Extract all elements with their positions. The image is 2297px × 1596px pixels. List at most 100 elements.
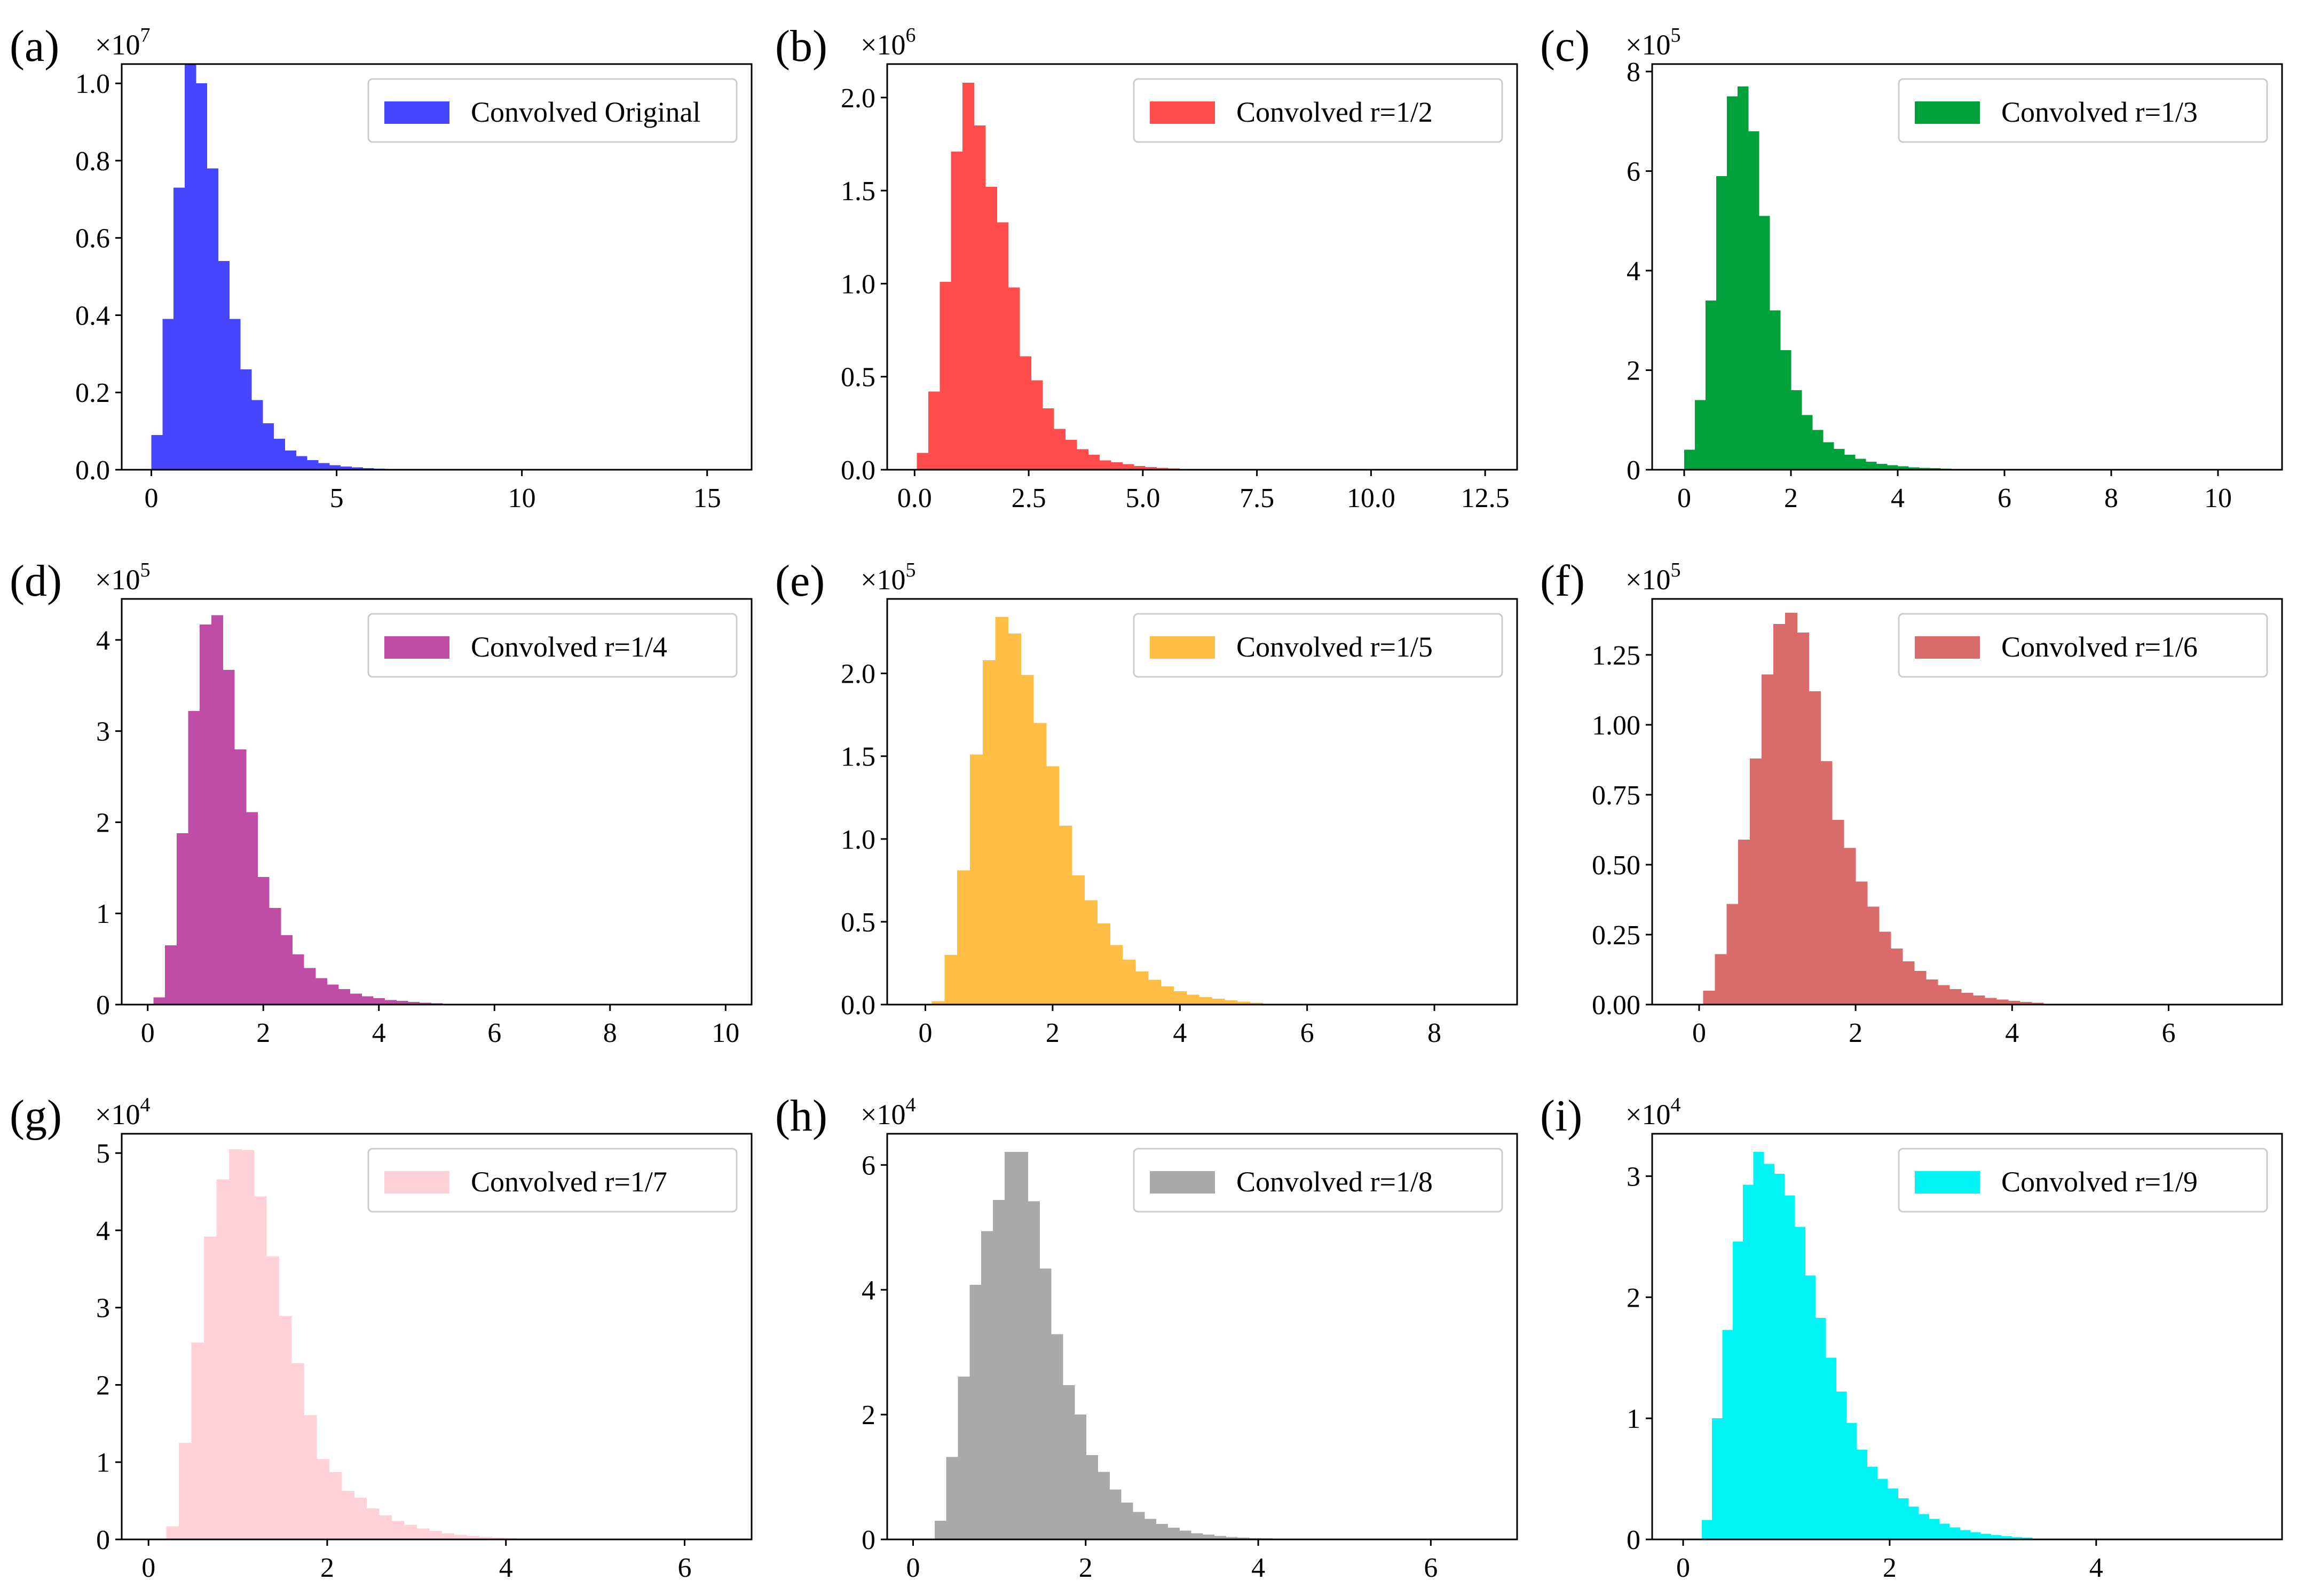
- histogram-bar: [1825, 1357, 1836, 1539]
- histogram-bar: [211, 615, 224, 1005]
- histogram-bar: [1031, 380, 1043, 470]
- histogram-bar: [1960, 1530, 1971, 1539]
- x-tick-label: 4: [499, 1553, 513, 1583]
- histogram-bar: [1199, 997, 1212, 1005]
- histogram-bar: [240, 369, 252, 470]
- histogram-bar: [1110, 462, 1123, 470]
- x-tick-label: 4: [372, 1018, 386, 1048]
- histogram-bar: [1211, 999, 1225, 1005]
- histogram-bar: [1820, 761, 1833, 1005]
- axes-frame: [121, 1133, 753, 1540]
- x-tick-label: 8: [1427, 1018, 1441, 1048]
- y-tick-label: 2: [96, 808, 110, 838]
- histogram-bar: [1156, 1523, 1168, 1539]
- histogram-bar: [957, 870, 970, 1005]
- y-tick-label: 2: [862, 1400, 875, 1431]
- histogram-bar: [1961, 992, 1974, 1005]
- legend-box: [367, 78, 738, 143]
- x-tick-label: 6: [1300, 1018, 1314, 1048]
- histogram-bar: [216, 1179, 230, 1539]
- legend: Convolved r=1/6: [1898, 613, 2268, 678]
- histogram-bar: [2019, 1001, 2032, 1005]
- y-tick-label: 0.75: [1592, 780, 1640, 811]
- histogram-bar: [307, 460, 319, 470]
- y-tick-label: 0.5: [841, 907, 875, 938]
- histogram-bar: [246, 812, 258, 1005]
- x-tick-label: 2: [1849, 1018, 1862, 1048]
- histogram-bar: [441, 1533, 455, 1539]
- x-tick-label: 0: [141, 1553, 155, 1583]
- x-tick-label: 0: [141, 1018, 155, 1048]
- histogram-bar: [1774, 1173, 1785, 1539]
- histogram-bar: [1109, 1489, 1122, 1539]
- x-tick-label: 6: [487, 1018, 501, 1048]
- histogram-bar: [1919, 1514, 1930, 1539]
- histogram-bar: [1042, 408, 1054, 470]
- histogram-bar: [958, 1376, 970, 1539]
- histogram-bar: [467, 1536, 480, 1539]
- panel-label: (e): [775, 556, 825, 606]
- histogram-bar: [1846, 1423, 1857, 1539]
- y-tick-label: 1.25: [1592, 641, 1640, 671]
- histogram-bar: [266, 1257, 280, 1539]
- histogram-bar: [1148, 979, 1162, 1005]
- histogram-bar: [1156, 468, 1169, 470]
- histogram-bar: [1898, 466, 1909, 470]
- histogram-bar: [1097, 923, 1110, 1005]
- histogram-bar: [1190, 1533, 1203, 1539]
- histogram-bar: [934, 1520, 947, 1539]
- legend-label: Convolved r=1/7: [471, 1166, 667, 1198]
- x-tick-label: 8: [2104, 483, 2118, 513]
- histogram-bar: [1991, 1535, 2002, 1539]
- legend-box: [1898, 613, 2268, 678]
- axes-frame: [886, 63, 1518, 471]
- y-tick-label: 0.25: [1592, 920, 1640, 951]
- histogram-bar: [1065, 440, 1077, 470]
- axis-multiplier: ×105: [1625, 559, 1680, 596]
- histogram-bar: [316, 1459, 329, 1539]
- legend: Convolved r=1/9: [1898, 1148, 2268, 1213]
- y-tick-label: 6: [862, 1150, 875, 1181]
- histogram-bar: [1706, 300, 1717, 470]
- histogram-bar: [1088, 455, 1100, 470]
- histogram-bar: [1062, 1385, 1075, 1539]
- histogram-bar: [185, 64, 196, 470]
- histogram-bar: [1748, 131, 1759, 470]
- panel-e: 0 2 4 6 8 0.0 0.5 1.0 1.5 2.0 (e) ×105 Convolved r=1…: [775, 556, 1518, 1048]
- y-tick-label: 0.4: [75, 301, 110, 331]
- histogram-bar: [1039, 1268, 1052, 1539]
- x-tick-label: 4: [2089, 1553, 2103, 1583]
- histogram-bar: [1996, 999, 2009, 1005]
- legend-box: [1898, 78, 2268, 143]
- histogram-bar: [2022, 1537, 2033, 1539]
- axis-multiplier: ×106: [861, 24, 915, 61]
- histogram-bar: [1167, 1527, 1180, 1539]
- x-tick-label: 4: [2005, 1018, 2019, 1048]
- histogram-bar: [1135, 971, 1149, 1005]
- x-tick-label: 4: [1891, 483, 1905, 513]
- legend-label: Convolved r=1/2: [1236, 96, 1433, 128]
- histogram-bar: [1759, 216, 1770, 470]
- histogram-bar: [1071, 875, 1085, 1005]
- panel-label: (a): [10, 21, 59, 71]
- x-tick-label: 5.0: [1125, 483, 1160, 513]
- y-tick-label: 0.5: [841, 362, 875, 393]
- histogram-bar: [391, 1521, 405, 1539]
- histogram-bar: [479, 1536, 492, 1539]
- histogram-bar: [1008, 634, 1021, 1005]
- histogram-bar: [166, 1526, 179, 1539]
- histogram-bar: [1121, 1503, 1133, 1539]
- axes-frame: [121, 63, 753, 471]
- histogram-bar: [1098, 1472, 1110, 1539]
- x-tick-label: 2: [1883, 1553, 1897, 1583]
- legend-box: [1133, 613, 1503, 678]
- histogram-bar: [454, 1535, 467, 1539]
- histogram-bar: [1857, 1450, 1867, 1539]
- histogram-bar: [1844, 455, 1856, 470]
- histogram-bar: [1173, 991, 1187, 1005]
- histogram-bar: [153, 997, 165, 1005]
- y-tick-label: 0.6: [75, 224, 110, 254]
- histogram-bar: [1867, 906, 1880, 1005]
- histogram-bar: [1784, 1195, 1795, 1539]
- histogram-bar: [1722, 1330, 1733, 1539]
